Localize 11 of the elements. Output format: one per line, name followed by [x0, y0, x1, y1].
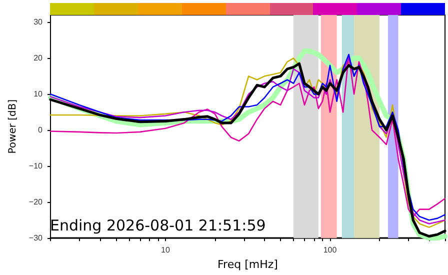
y-tick-label: 10 — [34, 90, 44, 99]
annotation: Ending 2026-08-01 21:51:59 — [50, 216, 266, 234]
y-tick-label: −10 — [28, 162, 44, 171]
y-tick-label: −20 — [28, 198, 44, 207]
y-tick-label: 30 — [34, 18, 44, 27]
y-axis-title: Power [dB] — [8, 99, 18, 154]
x-tick-label: 100 — [323, 246, 338, 255]
y-tick-label: 0 — [38, 126, 44, 135]
y-tick-label: −30 — [28, 234, 44, 243]
y-tick-label: 20 — [34, 54, 44, 63]
x-axis-title: Freq [mHz] — [218, 258, 278, 271]
